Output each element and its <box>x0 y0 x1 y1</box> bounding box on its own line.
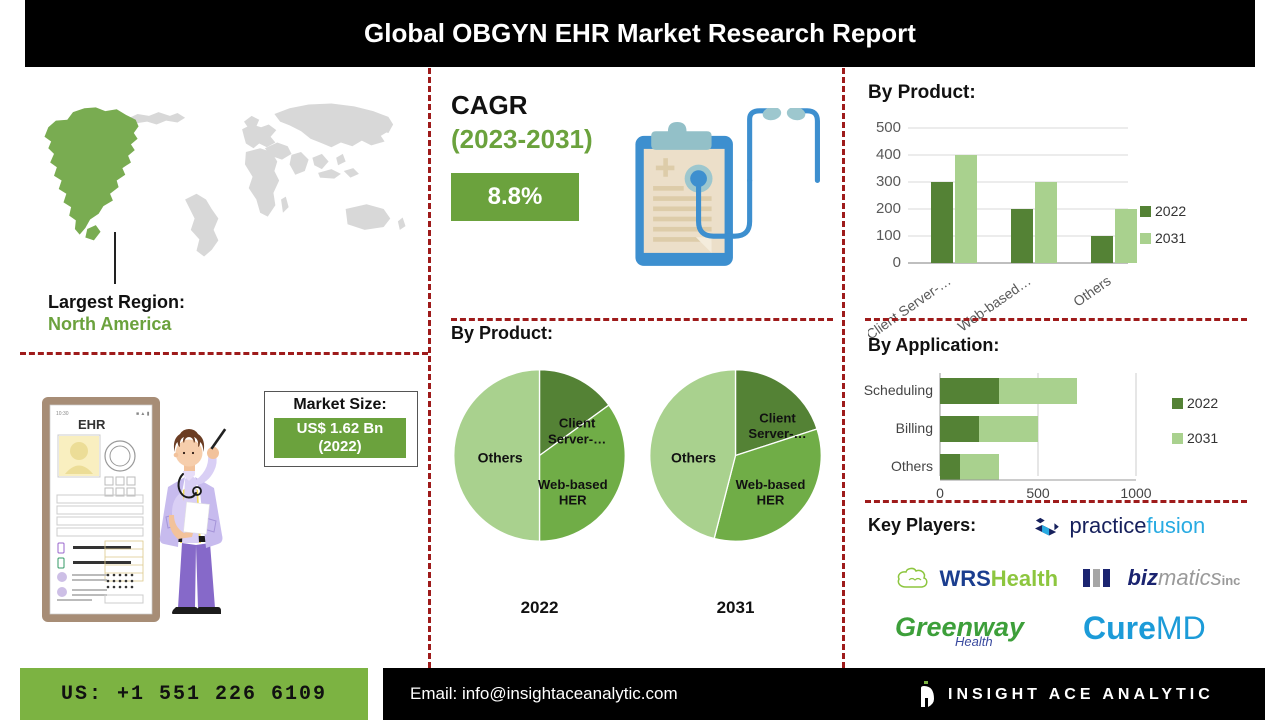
svg-text:500: 500 <box>876 119 901 136</box>
svg-text:Others: Others <box>891 458 933 474</box>
svg-text:Web-based: Web-based <box>538 477 608 492</box>
svg-text:400: 400 <box>876 146 901 163</box>
svg-text:100: 100 <box>876 227 901 244</box>
svg-text:0: 0 <box>893 254 901 271</box>
svg-text:2022: 2022 <box>1187 395 1218 411</box>
svg-text:Client: Client <box>559 416 596 431</box>
svg-text:Web-based…: Web-based… <box>955 272 1034 334</box>
svg-text:500: 500 <box>1026 485 1050 501</box>
svg-text:2022: 2022 <box>1155 203 1186 219</box>
svg-text:Scheduling: Scheduling <box>864 382 933 398</box>
svg-text:Billing: Billing <box>896 420 933 436</box>
svg-text:1000: 1000 <box>1120 485 1151 501</box>
svg-text:Others: Others <box>1070 272 1114 309</box>
svg-text:2031: 2031 <box>1155 230 1186 246</box>
svg-text:■ ▲ ▮: ■ ▲ ▮ <box>136 411 150 417</box>
svg-text:Server-…: Server-… <box>548 431 606 446</box>
svg-text:Client: Client <box>759 410 796 425</box>
svg-text:10:30: 10:30 <box>56 411 69 417</box>
svg-text:EHR: EHR <box>78 417 106 432</box>
svg-text:Server-…: Server-… <box>748 426 806 441</box>
svg-text:300: 300 <box>876 173 901 190</box>
svg-text:HER: HER <box>757 493 785 508</box>
svg-text:200: 200 <box>876 200 901 217</box>
svg-text:Web-based: Web-based <box>736 477 806 492</box>
svg-text:2031: 2031 <box>1187 430 1218 446</box>
svg-text:Others: Others <box>671 450 716 466</box>
svg-text:0: 0 <box>936 485 944 501</box>
svg-text:HER: HER <box>559 493 587 508</box>
svg-text:Client Server-…: Client Server-… <box>868 272 954 342</box>
svg-text:Others: Others <box>478 450 523 466</box>
